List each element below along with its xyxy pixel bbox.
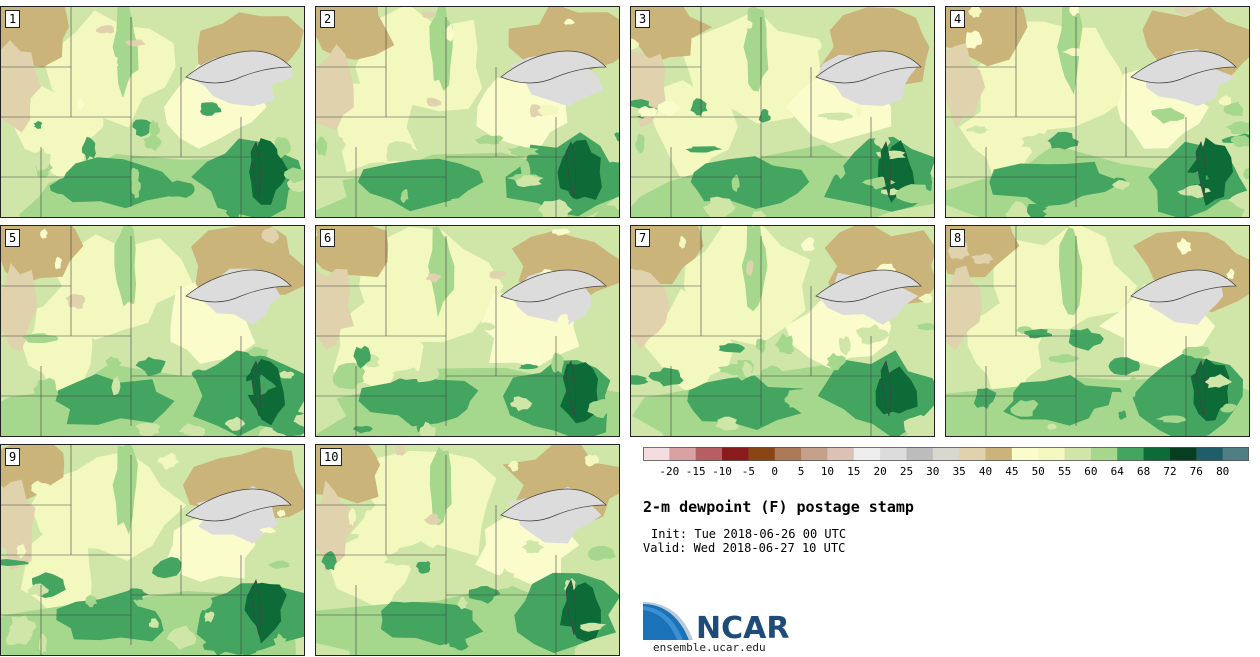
colorbar-segment xyxy=(722,447,749,461)
colorbar-segment xyxy=(1169,447,1197,461)
stamp-number: 2 xyxy=(320,10,336,28)
colorbar-tick-label: 72 xyxy=(1163,465,1177,478)
colorbar-tick-label: 68 xyxy=(1136,465,1151,478)
dewpoint-map-panel: 10 xyxy=(315,444,620,656)
stamp-number: 5 xyxy=(5,229,21,247)
colorbar-segment xyxy=(853,447,881,461)
colorbar-tick-label: 76 xyxy=(1189,465,1203,478)
ncar-logo-icon xyxy=(643,602,693,640)
dewpoint-field xyxy=(946,7,1249,217)
colorbar-tick-label: 50 xyxy=(1031,465,1045,478)
colorbar-tick-label: 45 xyxy=(1005,465,1019,478)
colorbar-tick-label: 0 xyxy=(771,465,778,478)
colorbar-segment xyxy=(1038,447,1066,461)
colorbar-segment xyxy=(1143,447,1171,461)
dewpoint-map-panel: 4 xyxy=(945,6,1250,218)
colorbar-tick-label: 20 xyxy=(873,465,887,478)
colorbar-tick-label: 30 xyxy=(926,465,940,478)
valid-time: Valid: Wed 2018-06-27 10 UTC xyxy=(643,541,846,555)
dewpoint-field xyxy=(946,226,1249,436)
colorbar-segment xyxy=(1090,447,1118,461)
colorbar-tick-label: 10 xyxy=(820,465,835,478)
dewpoint-field xyxy=(316,445,619,655)
colorbar-segment xyxy=(1196,447,1224,461)
dewpoint-map-panel: 3 xyxy=(630,6,935,218)
colorbar-tick-label: 55 xyxy=(1057,465,1072,478)
colorbar-tick-label: 35 xyxy=(952,465,966,478)
colorbar-segment xyxy=(1011,447,1039,461)
colorbar-segment xyxy=(906,447,934,461)
colorbar-segment xyxy=(1117,447,1145,461)
colorbar-tick-label: 40 xyxy=(978,465,993,478)
site-url: ensemble.ucar.edu xyxy=(653,641,766,654)
colorbar-tick-label: 25 xyxy=(899,465,914,478)
colorbar-tick-label: 15 xyxy=(847,465,861,478)
colorbar-segment xyxy=(932,447,960,461)
colorbar-tick-label: 60 xyxy=(1084,465,1098,478)
colorbar-segment xyxy=(643,447,670,461)
colorbar-tick-label: 64 xyxy=(1110,465,1124,478)
colorbar-tick-label: 5 xyxy=(797,465,805,478)
dewpoint-field xyxy=(631,7,934,217)
colorbar-segment xyxy=(1064,447,1092,461)
dewpoint-colorbar xyxy=(643,447,1249,461)
dewpoint-map-panel: 6 xyxy=(315,225,620,437)
ncar-logo-text: NCAR xyxy=(696,611,790,646)
dewpoint-map-panel: 8 xyxy=(945,225,1250,437)
colorbar-tick-label: -5 xyxy=(741,465,756,478)
colorbar-segment xyxy=(827,447,855,461)
stamp-number: 9 xyxy=(5,448,21,466)
colorbar-segment xyxy=(774,447,802,461)
stamp-number: 7 xyxy=(635,229,651,247)
colorbar-segment xyxy=(1222,447,1249,461)
stamp-number: 1 xyxy=(5,10,21,28)
colorbar-segment xyxy=(748,447,776,461)
colorbar-tick-label: -15 xyxy=(685,465,706,478)
dewpoint-field xyxy=(316,226,619,436)
dewpoint-field xyxy=(316,7,619,217)
colorbar-tick-label: -20 xyxy=(659,465,680,478)
figure-title: 2-m dewpoint (F) postage stamp xyxy=(643,498,914,516)
colorbar-tick-label: 80 xyxy=(1216,465,1230,478)
dewpoint-map-panel: 2 xyxy=(315,6,620,218)
dewpoint-field xyxy=(1,445,304,655)
colorbar-tick-labels: -20 -15 -10 -5 0 5 10 15 20 25 30 35 40 45 50 55 60 64 68 7… xyxy=(634,465,1254,481)
colorbar-segment xyxy=(880,447,907,461)
dewpoint-map-panel: 1 xyxy=(0,6,305,218)
colorbar-segment xyxy=(695,447,723,461)
dewpoint-field xyxy=(1,226,304,436)
colorbar-segment xyxy=(669,447,697,461)
dewpoint-map-panel: 5 xyxy=(0,225,305,437)
colorbar-segment xyxy=(801,447,828,461)
colorbar-segment xyxy=(985,447,1013,461)
stamp-number: 3 xyxy=(635,10,651,28)
stamp-number: 8 xyxy=(950,229,966,247)
stamp-number: 10 xyxy=(320,448,343,466)
dewpoint-map-panel: 9 xyxy=(0,444,305,656)
stamp-number: 4 xyxy=(950,10,966,28)
init-time: Init: Tue 2018-06-26 00 UTC xyxy=(651,527,847,541)
dewpoint-field xyxy=(1,7,304,217)
dewpoint-map-panel: 7 xyxy=(630,225,935,437)
colorbar-tick-label: -10 xyxy=(712,465,732,478)
dewpoint-field xyxy=(631,226,934,436)
stamp-number: 6 xyxy=(320,229,336,247)
colorbar-segment xyxy=(959,447,987,461)
